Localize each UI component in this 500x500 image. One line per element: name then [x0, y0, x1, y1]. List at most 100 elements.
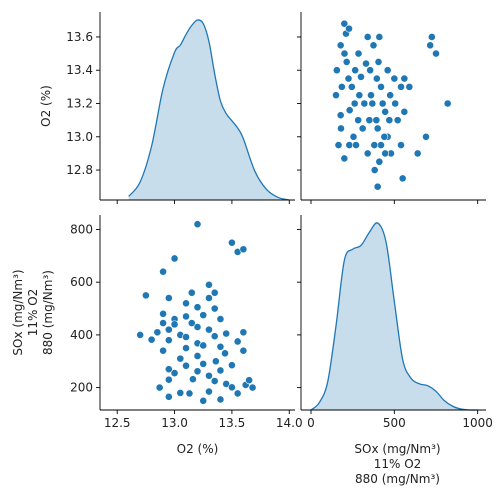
scatter-point-o2-vs-sox	[182, 361, 190, 370]
scatter-point-o2-vs-sox	[228, 361, 236, 370]
y-axis-label-sox-line: 880 (mg/Nm³)	[41, 270, 55, 355]
scatter-point-sox-vs-o2	[336, 41, 345, 50]
scatter-point-o2-vs-sox	[164, 294, 173, 302]
scatter-point-o2-vs-sox	[233, 389, 242, 398]
scatter-point-o2-vs-sox	[245, 376, 254, 385]
scatter-point-sox-vs-o2	[366, 66, 375, 75]
scatter-point-o2-vs-sox	[147, 335, 156, 344]
scatter-point-sox-vs-o2	[334, 141, 343, 149]
scatter-point-o2-vs-sox	[216, 366, 225, 375]
scatter-point-sox-vs-o2	[363, 149, 372, 158]
scatter-point-sox-vs-o2	[332, 66, 341, 75]
scatter-point-sox-vs-o2	[360, 99, 369, 108]
scatter-point-o2-vs-sox	[205, 387, 213, 396]
kde-sox-kde-line	[310, 222, 478, 411]
scatter-point-o2-vs-sox	[185, 389, 194, 398]
scatter-point-sox-vs-o2	[373, 124, 382, 133]
scatter-point-sox-vs-o2	[375, 33, 384, 41]
scatter-point-sox-vs-o2	[397, 141, 405, 149]
scatter-point-o2-vs-sox	[187, 319, 196, 327]
kde-o2-kde-fill	[128, 19, 290, 200]
scatter-point-sox-vs-o2	[381, 149, 390, 158]
scatter-point-o2-vs-sox	[228, 238, 236, 247]
scatter-point-sox-vs-o2	[362, 59, 370, 68]
scatter-point-o2-vs-sox	[239, 328, 248, 337]
x-axis-label-sox-line: 880 (mg/Nm³)	[355, 472, 440, 486]
scatter-point-sox-vs-o2	[352, 141, 360, 149]
scatter-point-sox-vs-o2	[336, 111, 345, 120]
scatter-point-sox-vs-o2	[355, 91, 364, 100]
scatter-point-o2-vs-sox	[193, 367, 202, 376]
scatter-point-sox-vs-o2	[369, 41, 378, 50]
scatter-point-sox-vs-o2	[393, 116, 402, 125]
scatter-point-sox-vs-o2	[337, 124, 345, 133]
scatter-point-sox-vs-o2	[427, 33, 436, 41]
scatter-point-o2-vs-sox	[210, 332, 219, 341]
scatter-point-o2-vs-sox	[182, 344, 190, 352]
scatter-point-sox-vs-o2	[400, 107, 409, 116]
scatter-point-sox-vs-o2	[342, 58, 351, 66]
scatter-point-o2-vs-sox	[222, 329, 231, 338]
scatter-point-o2-vs-sox	[239, 346, 248, 355]
scatter-point-o2-vs-sox	[153, 328, 162, 337]
scatter-point-sox-vs-o2	[345, 106, 354, 115]
x-axis-label-sox-line: SOx (mg/Nm³)	[354, 442, 440, 456]
scatter-point-sox-vs-o2	[357, 72, 365, 81]
scatter-point-o2-vs-sox	[170, 369, 179, 378]
scatter-point-sox-vs-o2	[347, 82, 356, 91]
scatter-point-sox-vs-o2	[349, 132, 358, 141]
scatter-point-sox-vs-o2	[354, 116, 363, 125]
scatter-point-o2-vs-sox	[159, 319, 167, 327]
scatter-point-sox-vs-o2	[432, 49, 440, 58]
scatter-point-o2-vs-sox	[239, 245, 248, 254]
panel-sox-sox-xtick-label: 1000	[462, 416, 493, 430]
panel-o2-sox-ytick-label: 800	[70, 222, 93, 236]
scatter-point-sox-vs-o2	[354, 49, 363, 58]
scatter-point-o2-vs-sox	[182, 312, 190, 321]
scatter-point-o2-vs-sox	[199, 341, 208, 350]
scatter-point-sox-vs-o2	[365, 116, 374, 125]
scatter-point-o2-vs-sox	[187, 288, 196, 297]
scatter-point-sox-vs-o2	[426, 41, 435, 50]
y-axis-label-sox-line: SOx (mg/Nm³)	[11, 269, 25, 355]
scatter-point-sox-vs-o2	[332, 91, 340, 100]
scatter-point-sox-vs-o2	[337, 82, 346, 91]
panel-o2-sox-ytick-label: 600	[70, 275, 93, 289]
panel-o2-o2-ytick-label: 13.0	[66, 130, 93, 144]
panel-o2-sox-ytick-label: 400	[70, 328, 93, 342]
scatter-point-sox-vs-o2	[385, 116, 394, 125]
scatter-point-o2-vs-sox	[216, 315, 225, 323]
panel-o2-sox-xtick-label: 13.5	[219, 416, 246, 430]
scatter-point-o2-vs-sox	[210, 377, 219, 385]
scatter-point-o2-vs-sox	[182, 299, 190, 308]
scatter-point-o2-vs-sox	[205, 294, 213, 302]
scatter-point-sox-vs-o2	[373, 182, 382, 191]
kde-o2-kde-line	[128, 19, 290, 201]
panel-o2-o2-ytick-label: 13.2	[66, 97, 93, 111]
scatter-point-sox-vs-o2	[375, 157, 384, 166]
scatter-point-o2-vs-sox	[210, 304, 219, 313]
scatter-point-o2-vs-sox	[216, 342, 225, 351]
scatter-point-o2-vs-sox	[170, 320, 179, 329]
scatter-point-o2-vs-sox	[205, 325, 213, 334]
scatter-point-o2-vs-sox	[155, 383, 164, 392]
scatter-point-sox-vs-o2	[345, 141, 354, 149]
scatter-point-sox-vs-o2	[340, 19, 349, 28]
panel-sox-sox-xtick-label: 500	[383, 416, 406, 430]
scatter-point-sox-vs-o2	[351, 66, 360, 75]
scatter-point-o2-vs-sox	[176, 354, 185, 363]
panel-o2-sox-ytick-label: 200	[70, 381, 93, 395]
scatter-point-o2-vs-sox	[189, 375, 197, 384]
panel-o2-sox-xtick-label: 13.0	[161, 416, 188, 430]
scatter-point-o2-vs-sox	[221, 349, 229, 358]
panel-o2-sox-xtick-label: 14.0	[276, 416, 303, 430]
scatter-point-sox-vs-o2	[383, 66, 392, 75]
scatter-point-sox-vs-o2	[372, 116, 381, 125]
scatter-point-sox-vs-o2	[391, 99, 400, 108]
scatter-point-o2-vs-sox	[159, 267, 167, 276]
scatter-point-o2-vs-sox	[176, 388, 185, 397]
scatter-point-sox-vs-o2	[397, 82, 405, 91]
scatter-point-sox-vs-o2	[390, 74, 399, 83]
panel-o2-o2-ytick-label: 12.8	[66, 163, 93, 177]
